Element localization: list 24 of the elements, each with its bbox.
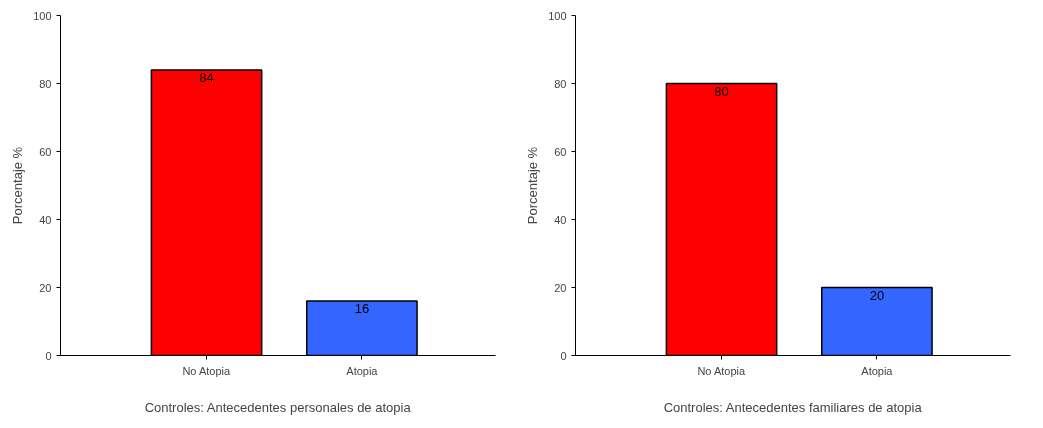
x-tick-label: No Atopia — [697, 364, 746, 377]
x-tick-label: Atopia — [346, 364, 379, 377]
y-tick-label: 80 — [554, 77, 567, 90]
x-tick-label: No Atopia — [182, 364, 231, 377]
x-axis-title: Controles: Antecedentes personales de atopia — [144, 399, 412, 415]
x-axis-title: Controles: Antecedentes familiares de atopia — [663, 399, 923, 415]
data-label: 84 — [199, 69, 214, 85]
y-tick-label: 40 — [554, 213, 567, 226]
y-axis-title: Porcentaje % — [525, 146, 541, 225]
y-tick-label: 100 — [33, 9, 52, 22]
y-tick-label: 20 — [554, 281, 567, 294]
x-tick-label: Atopia — [861, 364, 894, 377]
data-label: 16 — [354, 301, 370, 317]
y-tick-label: 60 — [554, 145, 567, 158]
y-tick-label: 100 — [548, 9, 567, 22]
data-label: 80 — [714, 83, 729, 99]
y-tick-label: 0 — [560, 349, 567, 362]
y-axis-title: Porcentaje % — [10, 146, 26, 225]
y-tick-label: 40 — [39, 213, 52, 226]
y-tick-label: 80 — [39, 77, 52, 90]
y-tick-label: 20 — [39, 281, 52, 294]
y-tick-label: 60 — [39, 145, 52, 158]
data-label: 20 — [869, 287, 885, 303]
y-tick-label: 0 — [45, 349, 52, 362]
